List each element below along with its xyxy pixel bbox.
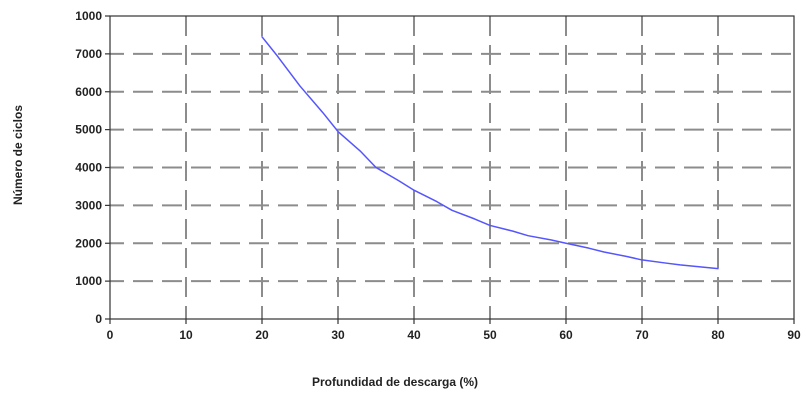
x-tick-label: 60 <box>559 328 573 342</box>
y-tick-label: 7000 <box>75 47 102 61</box>
series-line <box>261 36 719 270</box>
y-tick-label: 2000 <box>75 236 102 250</box>
x-tick-label: 90 <box>787 328 801 342</box>
x-tick-label: 50 <box>483 328 497 342</box>
x-tick-label: 80 <box>711 328 725 342</box>
x-tick-label: 10 <box>179 328 193 342</box>
y-tick-label: 6000 <box>75 85 102 99</box>
chart-series <box>261 36 719 270</box>
x-tick-label: 0 <box>107 328 114 342</box>
x-axis-ticks: 0 10 20 30 40 50 60 70 80 90 <box>107 319 801 342</box>
x-tick-label: 20 <box>255 328 269 342</box>
x-tick-label: 40 <box>407 328 421 342</box>
y-tick-label: 3000 <box>75 198 102 212</box>
y-tick-label: 4000 <box>75 161 102 175</box>
y-axis-title: Número de ciclos <box>11 105 25 205</box>
y-tick-label: 1000 <box>75 274 102 288</box>
y-axis-ticks: 0 1000 2000 3000 4000 5000 6000 7000 1000 <box>75 9 110 326</box>
y-tick-label: 1000 <box>75 9 102 23</box>
y-tick-label: 0 <box>95 312 102 326</box>
x-tick-label: 70 <box>635 328 649 342</box>
x-tick-label: 30 <box>331 328 345 342</box>
x-axis-title: Profundidad de descarga (%) <box>312 375 478 389</box>
y-tick-label: 5000 <box>75 123 102 137</box>
chart-grid <box>110 16 794 319</box>
